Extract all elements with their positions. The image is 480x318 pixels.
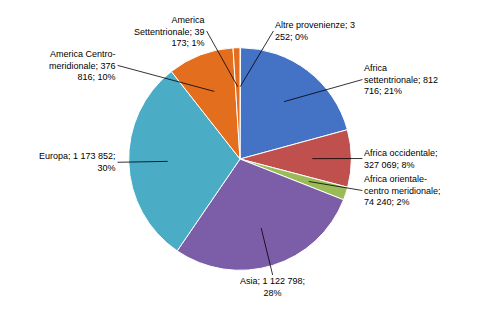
svg-text:Africa orientale-centro meridi: Africa orientale-centro meridionale;74 2…	[364, 174, 441, 207]
svg-text:Asia; 1 122 798;28%: Asia; 1 122 798;28%	[240, 276, 305, 298]
svg-text:Europa; 1 173 852;30%: Europa; 1 173 852;30%	[39, 151, 116, 173]
svg-text:Africa occidentale;327 069; 8%: Africa occidentale;327 069; 8%	[364, 148, 438, 170]
svg-text:AmericaSettentrionale; 39173;: AmericaSettentrionale; 39173; 1%	[134, 15, 205, 48]
svg-text:Altre provenienze; 3252; 0%: Altre provenienze; 3252; 0%	[275, 20, 355, 42]
svg-text:America Centro-meridionale; 37: America Centro-meridionale; 376816; 10%	[49, 49, 116, 82]
svg-text:Africasettentrionale; 812716;: Africasettentrionale; 812716; 21%	[364, 63, 438, 96]
